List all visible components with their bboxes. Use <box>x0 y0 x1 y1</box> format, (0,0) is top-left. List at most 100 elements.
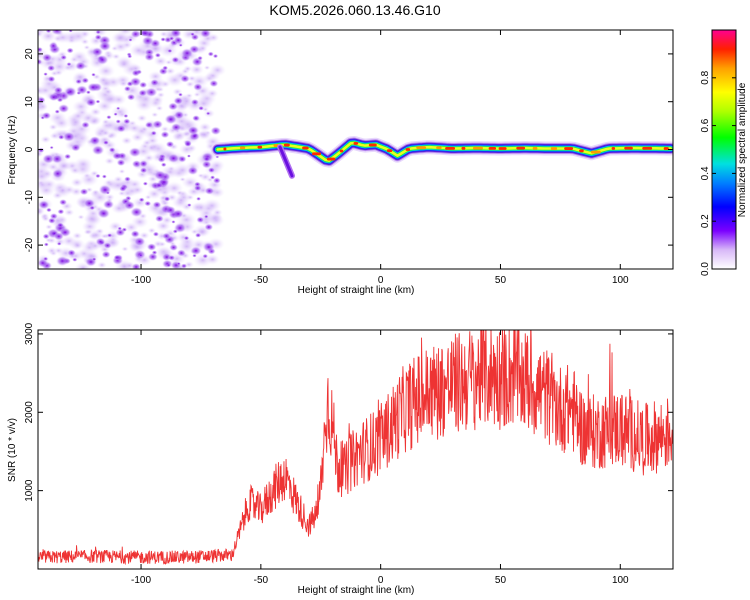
noise-blob <box>54 69 64 76</box>
snr-panel: -100 -50 0 50 100 1000 2000 3000 Height of stra… <box>7 322 674 596</box>
noise-blob <box>46 237 57 245</box>
noise-blob <box>166 263 171 268</box>
noise-blob <box>70 143 81 152</box>
noise-blob <box>183 235 190 241</box>
noise-blob <box>38 30 44 38</box>
noise-blob <box>209 175 216 180</box>
noise-blob <box>209 79 219 88</box>
noise-blob <box>42 153 55 164</box>
noise-blob <box>170 260 182 269</box>
noise-blob <box>196 216 205 223</box>
noise-blob <box>127 54 133 59</box>
noise-blob <box>152 201 162 209</box>
noise-blob <box>55 255 69 267</box>
noise-blob <box>103 88 113 96</box>
signal-hotspot <box>283 143 290 147</box>
noise-blob <box>53 232 65 241</box>
noise-blob <box>167 153 180 164</box>
noise-blob <box>91 72 96 77</box>
signal-hotspot <box>472 146 483 150</box>
signal-hotspot <box>579 149 584 153</box>
signal-hotspot <box>405 148 411 151</box>
spectrogram-xtick-label: 50 <box>495 275 507 286</box>
noise-blob <box>83 44 91 50</box>
noise-blob <box>162 232 171 240</box>
noise-blob <box>199 30 212 38</box>
noise-blob <box>139 160 148 168</box>
snr-ytick-label: 3000 <box>24 322 35 345</box>
noise-blob <box>189 64 205 75</box>
noise-blob <box>142 139 152 147</box>
noise-blob <box>190 246 202 256</box>
noise-blob <box>130 230 140 238</box>
noise-blob <box>56 222 64 228</box>
noise-blob <box>162 65 169 71</box>
noise-blob <box>147 252 158 261</box>
noise-blob <box>123 85 132 92</box>
noise-blob <box>60 54 68 61</box>
noise-blob <box>72 232 83 240</box>
snr-ytick-label: 2000 <box>24 401 35 424</box>
noise-blob <box>152 119 164 129</box>
noise-blob <box>41 53 53 62</box>
noise-blob <box>170 30 182 38</box>
noise-blob <box>94 34 102 41</box>
noise-blob <box>173 97 184 105</box>
colorbar-axes: 0.0 0.2 0.4 0.6 0.8 <box>700 29 737 276</box>
noise-blob <box>152 231 160 237</box>
noise-blob <box>160 131 170 139</box>
spectrogram-xtick-label: -50 <box>254 275 269 286</box>
noise-blob <box>81 77 90 84</box>
noise-blob <box>89 136 101 146</box>
noise-blob <box>102 199 115 210</box>
noise-blob <box>117 226 123 231</box>
signal-hotspot <box>550 147 558 150</box>
noise-blob <box>123 221 139 233</box>
noise-blob <box>46 64 56 72</box>
noise-blob <box>203 65 211 71</box>
spectrogram-ytick-label: 20 <box>24 48 35 60</box>
noise-blob <box>97 261 107 269</box>
noise-blob <box>167 102 179 111</box>
signal-hotspot <box>532 146 538 150</box>
noise-blob <box>154 215 164 223</box>
signal-hotspot <box>611 147 616 150</box>
snr-xlabel: Height of straight line (km) <box>298 585 415 596</box>
noise-blob <box>96 100 113 113</box>
noise-blob <box>38 46 43 53</box>
noise-blob <box>209 63 227 77</box>
noise-blob <box>153 170 167 181</box>
noise-blob <box>123 118 131 125</box>
noise-blob <box>123 200 136 210</box>
noise-blob <box>139 167 148 174</box>
noise-blob <box>77 214 85 220</box>
noise-blob <box>170 123 182 132</box>
noise-blob <box>106 233 113 238</box>
signal-hotspot <box>312 152 322 156</box>
noise-blob <box>41 111 52 120</box>
noise-blob <box>79 172 99 187</box>
signal-track <box>210 136 673 179</box>
noise-blob <box>171 56 180 63</box>
noise-blob <box>138 253 143 258</box>
noise-blob <box>58 198 68 206</box>
snr-ylabel: SNR (10 * v/v) <box>7 418 18 482</box>
noise-blob <box>176 262 181 266</box>
noise-blob <box>40 135 52 144</box>
signal-hotspot <box>498 147 507 150</box>
noise-blob <box>178 92 183 97</box>
spectrogram-ytick-label: -10 <box>24 190 35 205</box>
noise-blob <box>67 249 76 257</box>
noise-blob <box>91 145 105 156</box>
noise-blob <box>49 145 54 150</box>
signal-hotspot <box>624 146 633 150</box>
noise-blob <box>43 242 49 247</box>
noise-blob <box>91 257 97 262</box>
noise-blob <box>46 207 52 213</box>
noise-blob <box>91 189 100 195</box>
noise-blob <box>207 51 214 57</box>
noise-blob <box>119 185 127 192</box>
signal-hotspot <box>368 143 377 147</box>
noise-blob <box>160 162 167 168</box>
snr-xtick-label: 0 <box>378 575 384 586</box>
